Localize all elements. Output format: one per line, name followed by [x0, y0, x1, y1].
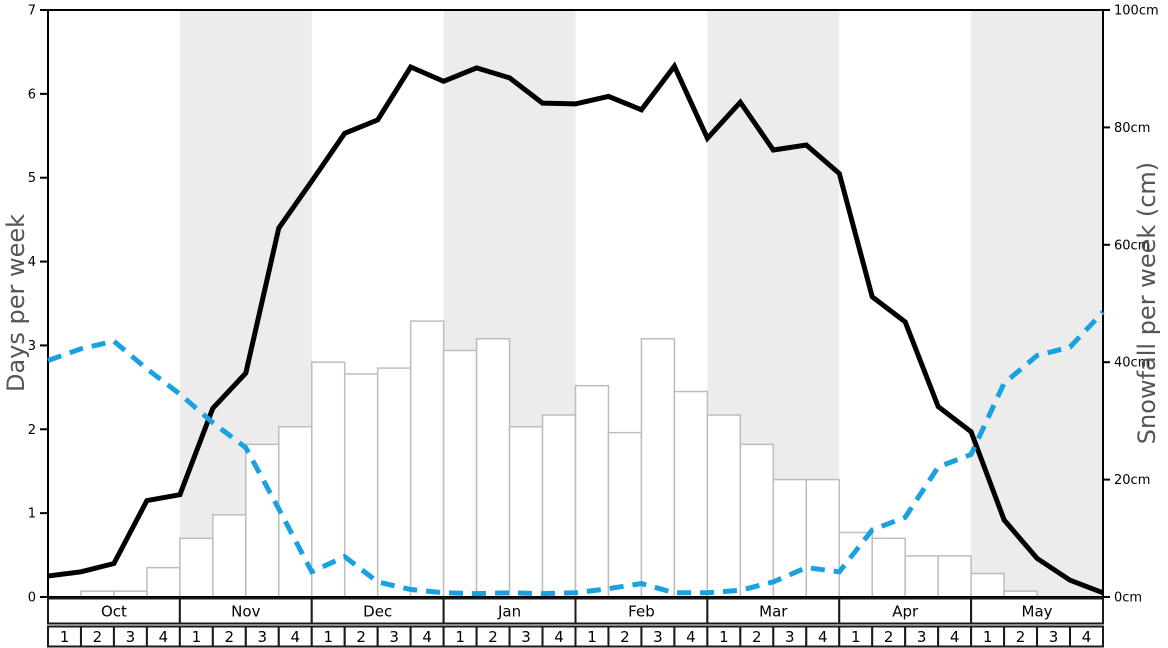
week-label: 2 — [752, 628, 762, 646]
snowfall-bar — [376, 367, 412, 598]
week-label: 1 — [60, 628, 70, 646]
snowfall-bar — [541, 414, 577, 598]
snowfall-bar — [508, 426, 544, 598]
snowfall-bar — [838, 531, 873, 598]
week-label: 3 — [785, 628, 795, 646]
week-label: 4 — [686, 628, 696, 646]
left-tick-label: 3 — [28, 339, 36, 354]
month-cell — [47, 597, 181, 625]
week-label: 2 — [356, 628, 366, 646]
left-tick-label: 2 — [28, 423, 36, 438]
month-cell — [574, 597, 709, 625]
snowfall-bar — [904, 555, 939, 598]
right-axis-title: Snowfall per week (cm) — [1133, 161, 1161, 445]
week-label: 2 — [93, 628, 103, 646]
snowfall-bar — [970, 572, 1005, 598]
right-tick-label: 0cm — [1114, 591, 1142, 606]
left-tick-label: 0 — [28, 591, 36, 606]
week-cell — [1069, 625, 1104, 648]
week-label: 2 — [620, 628, 630, 646]
week-label: 4 — [554, 628, 564, 646]
week-label: 2 — [884, 628, 894, 646]
snowfall-bar — [146, 566, 181, 598]
week-label: 1 — [192, 628, 202, 646]
week-label: 4 — [290, 628, 300, 646]
week-label: 4 — [818, 628, 828, 646]
week-label: 1 — [323, 628, 333, 646]
snowfall-bar — [805, 478, 840, 598]
month-label: Feb — [628, 603, 655, 621]
month-label: Apr — [892, 603, 919, 621]
left-axis-title: Days per week — [2, 213, 30, 393]
month-label: Nov — [231, 603, 260, 621]
week-label: 2 — [488, 628, 498, 646]
month-cell — [970, 597, 1104, 625]
week-label: 1 — [587, 628, 597, 646]
snowfall-bar — [278, 426, 313, 598]
snowfall-bar — [409, 320, 445, 598]
snowfall-bar — [212, 514, 247, 598]
week-label: 4 — [422, 628, 432, 646]
month-label: Dec — [363, 603, 392, 621]
week-label: 2 — [1016, 628, 1026, 646]
week-label: 1 — [719, 628, 729, 646]
snowfall-bar — [739, 443, 775, 598]
week-label: 3 — [126, 628, 136, 646]
month-label: Oct — [101, 603, 127, 621]
snowfall-bar — [871, 537, 906, 598]
snowfall-bars — [80, 320, 1038, 598]
month-bands — [179, 10, 1103, 597]
snowfall-bar — [706, 414, 742, 598]
snowfall-bar — [179, 537, 214, 598]
snowfall-bar — [607, 431, 643, 598]
week-label: 1 — [455, 628, 465, 646]
plot-frame — [47, 9, 1104, 598]
blue-dashed-line — [47, 310, 1105, 597]
week-label: 4 — [950, 628, 960, 646]
right-tick-label: 20cm — [1114, 473, 1150, 488]
week-label: 3 — [521, 628, 531, 646]
snowfall-bar — [640, 337, 676, 598]
week-label: 1 — [851, 628, 861, 646]
left-tick-label: 5 — [28, 171, 36, 186]
week-label: 1 — [983, 628, 993, 646]
right-tick-label: 60cm — [1114, 238, 1150, 253]
month-label: Mar — [759, 603, 788, 621]
week-label: 4 — [159, 628, 169, 646]
month-band — [971, 10, 1103, 597]
snowfall-bar — [475, 337, 511, 598]
week-label: 3 — [1049, 628, 1059, 646]
month-label: Jan — [497, 603, 521, 621]
right-tick-label: 100cm — [1114, 4, 1159, 19]
month-cell — [442, 597, 577, 625]
week-label: 2 — [225, 628, 235, 646]
left-tick-label: 6 — [28, 87, 36, 102]
right-tick-label: 80cm — [1114, 121, 1150, 136]
week-label: 3 — [258, 628, 268, 646]
week-label-row: 1 2 3 4 1 2 3 4 1 2 3 4 1 2 3 4 1 2 3 4 1 2 3 4 1 2 3 4 1 2 3 4 — [47, 625, 1104, 648]
snowfall-bar — [245, 443, 280, 598]
snowfall-bar — [937, 555, 972, 598]
week-label: 3 — [917, 628, 927, 646]
black-line — [47, 61, 1104, 596]
week-label: 3 — [389, 628, 399, 646]
left-tick-label: 4 — [28, 255, 36, 270]
snowfall-bar — [311, 361, 346, 598]
right-axis-ticks: 0cm 20cm 40cm 60cm 80cm 100cm — [1103, 4, 1159, 606]
left-tick-label: 1 — [28, 507, 36, 522]
left-axis-ticks: 0 1 2 3 4 5 6 7 — [28, 4, 48, 606]
left-tick-label: 7 — [28, 4, 36, 19]
right-tick-label: 40cm — [1114, 356, 1150, 371]
month-label-row: Oct Nov Dec Jan Feb Mar Apr May — [47, 597, 1104, 625]
snowfall-bar — [673, 390, 709, 598]
week-label: 4 — [1082, 628, 1092, 646]
snowfall-bar — [442, 349, 478, 598]
month-cell — [706, 597, 841, 625]
week-label: 3 — [653, 628, 663, 646]
month-label: May — [1022, 603, 1053, 621]
snowfall-bar — [574, 384, 610, 598]
month-cell — [178, 597, 313, 625]
